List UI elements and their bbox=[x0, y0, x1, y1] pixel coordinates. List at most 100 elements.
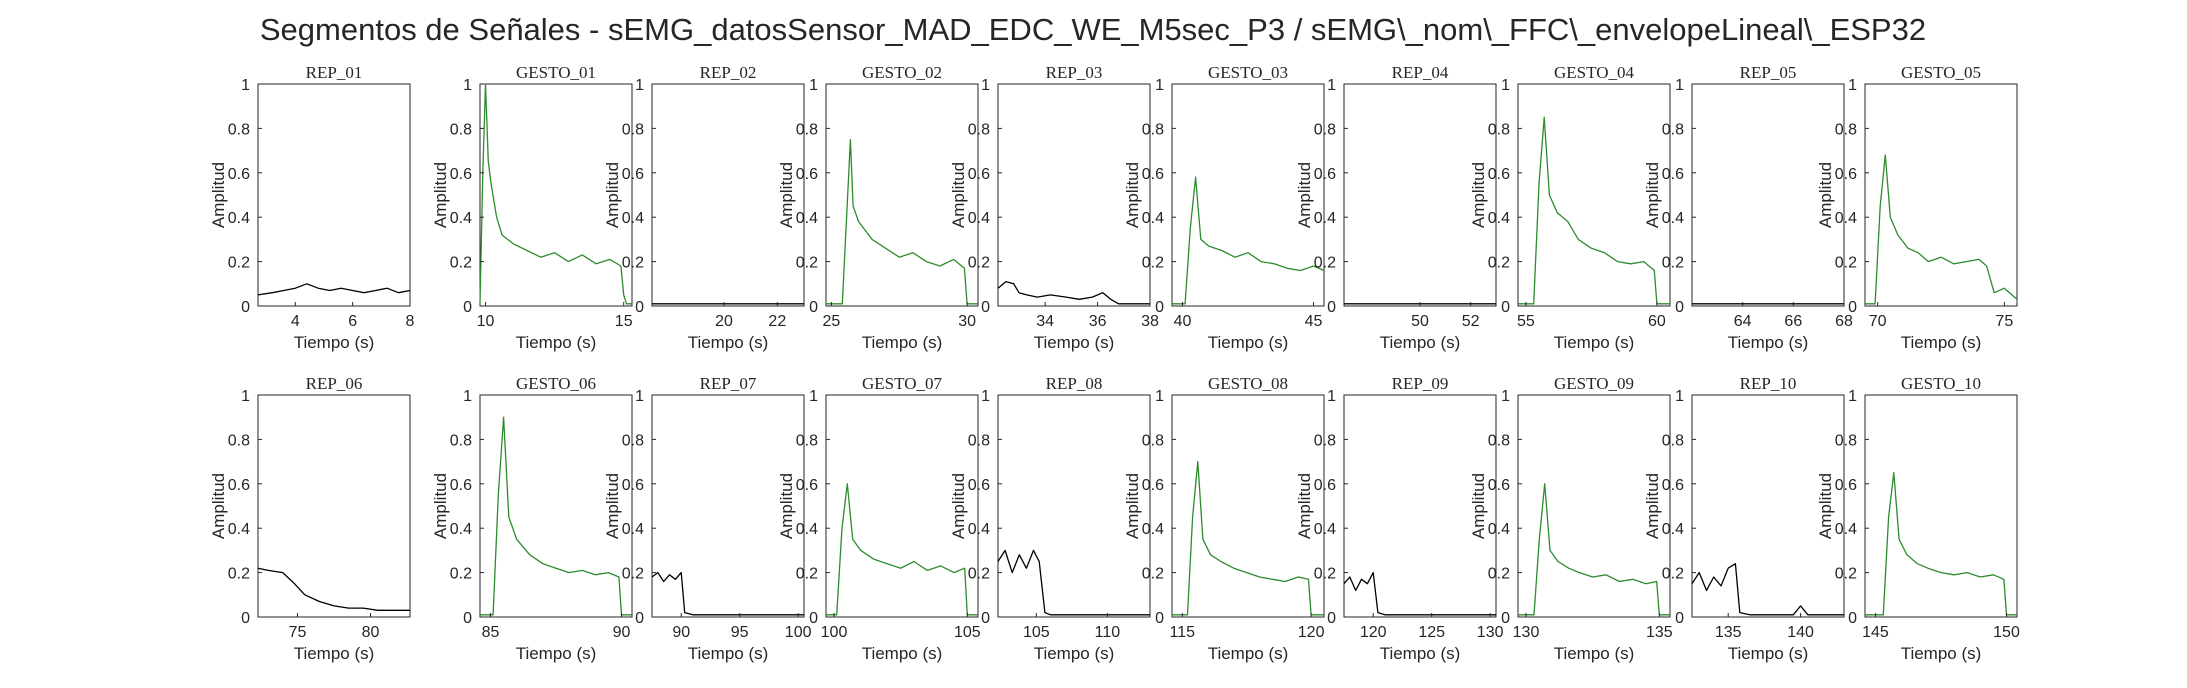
y-tick-label: 0.8 bbox=[1314, 432, 1336, 449]
x-tick-label: 60 bbox=[1648, 313, 1666, 330]
y-tick-label: 0 bbox=[463, 610, 472, 627]
y-tick-label: 0.8 bbox=[228, 121, 250, 138]
y-tick-label: 0 bbox=[1155, 610, 1164, 627]
y-tick-label: 0.2 bbox=[1662, 566, 1684, 583]
plot-frame bbox=[997, 83, 1151, 307]
x-tick-label: 66 bbox=[1784, 313, 1802, 330]
y-tick-label: 0.2 bbox=[228, 566, 250, 583]
x-tick-label: 34 bbox=[1036, 313, 1054, 330]
y-tick-label: 1 bbox=[241, 77, 250, 94]
subplot: 0 0.2 0.4 0.6 0.8 1 55 60 GESTO_04 Tiempo (s) Ampl… bbox=[1469, 63, 1671, 352]
y-tick-label: 0.6 bbox=[1314, 166, 1336, 183]
x-tick-label: 64 bbox=[1734, 313, 1752, 330]
x-tick-label: 145 bbox=[1862, 624, 1889, 641]
y-axis-label: Amplitud bbox=[1295, 162, 1314, 228]
plot-frame bbox=[257, 394, 411, 618]
y-tick-label: 0.8 bbox=[1314, 121, 1336, 138]
x-tick-label: 95 bbox=[731, 624, 749, 641]
y-tick-label: 0.6 bbox=[796, 477, 818, 494]
subplot-title: GESTO_09 bbox=[1554, 374, 1634, 393]
x-axis-label: Tiempo (s) bbox=[1208, 644, 1289, 663]
y-tick-label: 0.4 bbox=[796, 521, 818, 538]
x-axis-label: Tiempo (s) bbox=[1380, 333, 1461, 352]
y-tick-label: 0.2 bbox=[1488, 255, 1510, 272]
x-tick-label: 30 bbox=[958, 313, 976, 330]
x-axis-label: Tiempo (s) bbox=[1554, 644, 1635, 663]
y-tick-label: 0.6 bbox=[1142, 477, 1164, 494]
x-tick-label: 150 bbox=[1993, 624, 2020, 641]
signal-line bbox=[1865, 472, 2017, 616]
y-tick-label: 0 bbox=[1155, 299, 1164, 316]
x-axis-label: Tiempo (s) bbox=[1901, 644, 1982, 663]
signal-line bbox=[479, 83, 632, 305]
x-tick-label: 120 bbox=[1298, 624, 1325, 641]
subplot-title: REP_09 bbox=[1392, 374, 1449, 393]
subplot-title: REP_08 bbox=[1046, 374, 1103, 393]
x-tick-label: 90 bbox=[613, 624, 631, 641]
y-tick-label: 0.8 bbox=[450, 432, 472, 449]
y-tick-label: 0.4 bbox=[450, 521, 472, 538]
y-tick-label: 0.8 bbox=[622, 121, 644, 138]
y-tick-label: 1 bbox=[1155, 388, 1164, 405]
signal-line bbox=[257, 567, 410, 611]
y-tick-label: 0.2 bbox=[228, 255, 250, 272]
subplot-title: REP_03 bbox=[1046, 63, 1103, 82]
y-tick-label: 0.6 bbox=[1142, 166, 1164, 183]
signal-line bbox=[1865, 154, 2018, 305]
y-axis-label: Amplitud bbox=[209, 473, 228, 539]
signal-line bbox=[826, 483, 978, 616]
x-tick-label: 80 bbox=[362, 624, 380, 641]
y-tick-label: 0.2 bbox=[796, 566, 818, 583]
signal-line bbox=[1172, 460, 1324, 616]
x-axis-label: Tiempo (s) bbox=[1034, 333, 1115, 352]
y-tick-label: 0.6 bbox=[622, 166, 644, 183]
y-tick-label: 0 bbox=[463, 299, 472, 316]
y-tick-label: 1 bbox=[809, 388, 818, 405]
x-axis-label: Tiempo (s) bbox=[1208, 333, 1289, 352]
y-tick-label: 1 bbox=[1848, 77, 1857, 94]
y-tick-label: 0.4 bbox=[1488, 210, 1510, 227]
y-tick-label: 1 bbox=[635, 77, 644, 94]
y-tick-label: 0.8 bbox=[1488, 121, 1510, 138]
y-tick-label: 0.2 bbox=[1314, 566, 1336, 583]
x-axis-label: Tiempo (s) bbox=[688, 333, 769, 352]
y-tick-label: 0.6 bbox=[228, 477, 250, 494]
subplot-title: GESTO_07 bbox=[862, 374, 942, 393]
plot-frame bbox=[825, 83, 979, 307]
x-axis-label: Tiempo (s) bbox=[688, 644, 769, 663]
y-tick-label: 0.6 bbox=[1662, 477, 1684, 494]
x-axis-label: Tiempo (s) bbox=[1554, 333, 1635, 352]
subplot-title: REP_10 bbox=[1740, 374, 1797, 393]
y-axis-label: Amplitud bbox=[949, 162, 968, 228]
subplot-title: REP_07 bbox=[700, 374, 757, 393]
y-tick-label: 1 bbox=[241, 388, 250, 405]
y-tick-label: 0.6 bbox=[1488, 166, 1510, 183]
x-tick-label: 105 bbox=[954, 624, 981, 641]
x-tick-label: 110 bbox=[1095, 624, 1121, 641]
y-axis-label: Amplitud bbox=[777, 162, 796, 228]
x-tick-label: 8 bbox=[406, 313, 415, 330]
y-axis-label: Amplitud bbox=[1123, 162, 1142, 228]
y-tick-label: 0.4 bbox=[968, 521, 990, 538]
x-tick-label: 125 bbox=[1418, 624, 1445, 641]
signal-line bbox=[997, 549, 1150, 616]
y-tick-label: 0 bbox=[635, 610, 644, 627]
y-tick-label: 0 bbox=[1327, 299, 1336, 316]
plot-frame bbox=[997, 394, 1151, 618]
y-tick-label: 0.6 bbox=[450, 166, 472, 183]
x-tick-label: 115 bbox=[1170, 624, 1196, 641]
y-tick-label: 0 bbox=[1848, 610, 1857, 627]
y-axis-label: Amplitud bbox=[1123, 473, 1142, 539]
x-tick-label: 4 bbox=[291, 313, 300, 330]
x-tick-label: 130 bbox=[1513, 624, 1540, 641]
plot-frame bbox=[1517, 394, 1671, 618]
y-tick-label: 0.6 bbox=[796, 166, 818, 183]
y-tick-label: 1 bbox=[981, 388, 990, 405]
x-axis-label: Tiempo (s) bbox=[1380, 644, 1461, 663]
y-tick-label: 0.6 bbox=[1835, 166, 1857, 183]
x-tick-label: 105 bbox=[1023, 624, 1050, 641]
y-tick-label: 0.6 bbox=[450, 477, 472, 494]
y-tick-label: 1 bbox=[1848, 388, 1857, 405]
x-tick-label: 100 bbox=[785, 624, 812, 641]
